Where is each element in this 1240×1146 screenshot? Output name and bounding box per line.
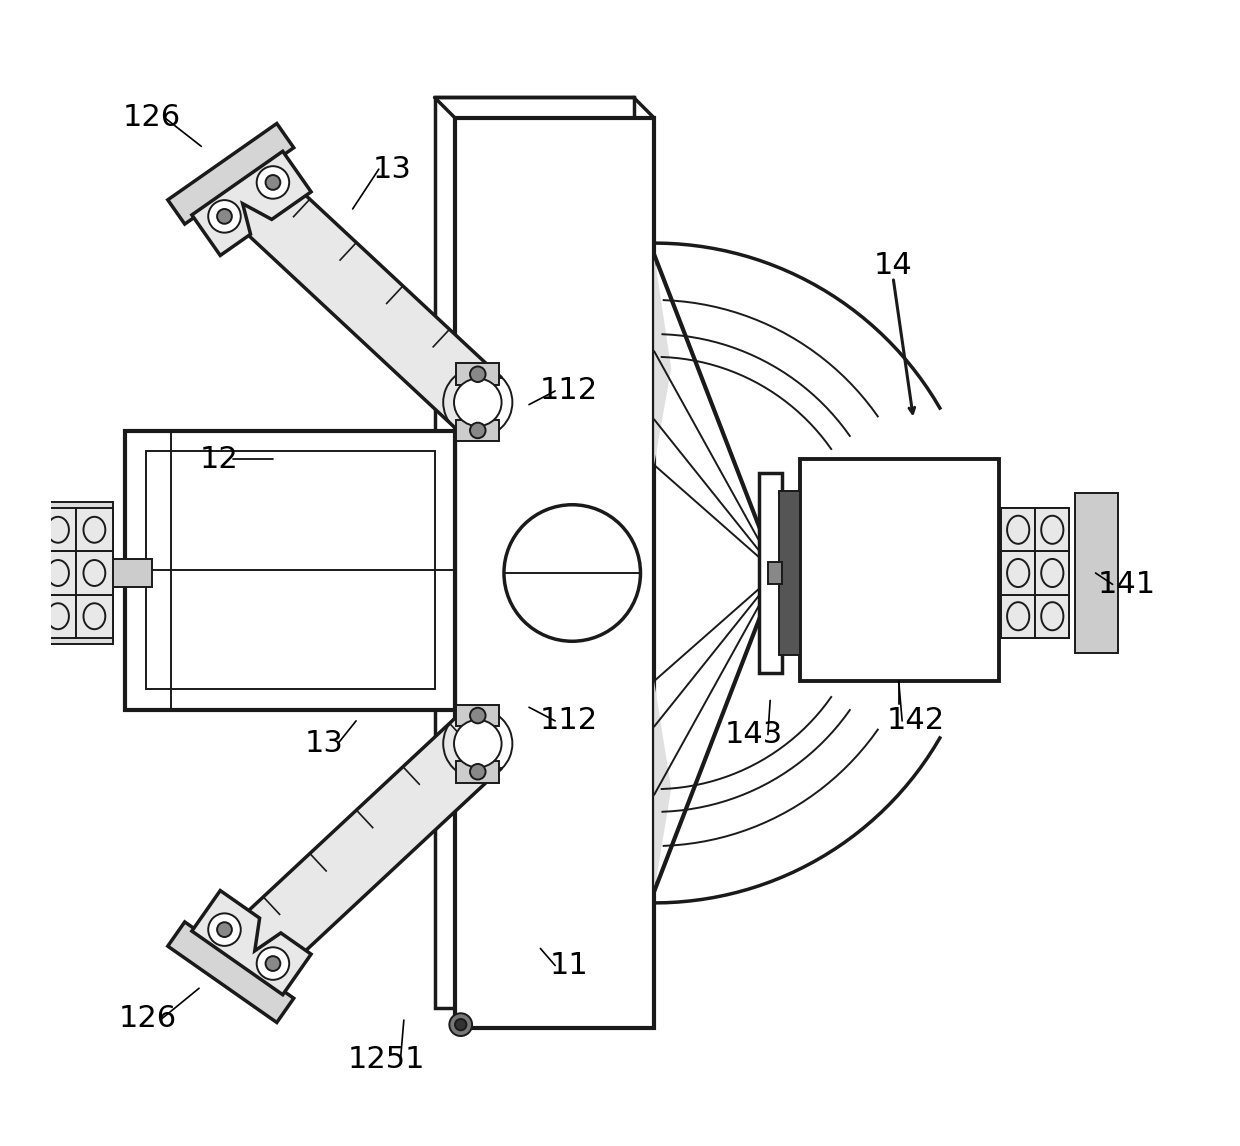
- Bar: [76, 595, 113, 638]
- Circle shape: [470, 708, 486, 723]
- Circle shape: [257, 948, 289, 980]
- Text: 14: 14: [874, 251, 913, 281]
- Polygon shape: [655, 681, 671, 892]
- Bar: [1035, 508, 1069, 551]
- Circle shape: [208, 913, 241, 945]
- Bar: [40, 595, 76, 638]
- Text: 126: 126: [123, 103, 180, 133]
- Bar: [76, 508, 113, 551]
- Text: 126: 126: [119, 1004, 177, 1034]
- Polygon shape: [167, 124, 294, 225]
- Text: 141: 141: [1097, 570, 1156, 599]
- Bar: [40, 508, 76, 551]
- Circle shape: [470, 764, 486, 779]
- Bar: [1035, 551, 1069, 595]
- Circle shape: [454, 720, 501, 768]
- Text: 1251: 1251: [348, 1045, 425, 1075]
- Bar: [1035, 595, 1069, 638]
- Text: 13: 13: [305, 729, 343, 759]
- Bar: [434, 97, 634, 1007]
- Bar: [125, 431, 455, 709]
- Circle shape: [455, 1019, 466, 1030]
- Circle shape: [257, 166, 289, 198]
- Bar: [768, 562, 781, 584]
- Text: 143: 143: [725, 720, 784, 749]
- Polygon shape: [655, 254, 671, 465]
- Text: 112: 112: [539, 377, 598, 406]
- Bar: [1075, 494, 1118, 652]
- Bar: [76, 551, 113, 595]
- Text: 112: 112: [539, 706, 598, 736]
- Bar: [145, 452, 434, 689]
- Text: 142: 142: [887, 706, 945, 736]
- Polygon shape: [205, 144, 501, 427]
- Bar: [800, 460, 999, 681]
- Bar: [40, 551, 76, 595]
- Bar: [759, 473, 781, 673]
- Bar: [456, 419, 500, 441]
- Circle shape: [470, 367, 486, 382]
- Bar: [95, 559, 153, 587]
- Circle shape: [217, 209, 232, 223]
- Polygon shape: [192, 151, 311, 256]
- Bar: [22, 502, 113, 644]
- Text: 11: 11: [549, 951, 588, 980]
- Bar: [456, 705, 500, 727]
- Bar: [1001, 508, 1069, 638]
- Circle shape: [265, 175, 280, 190]
- Bar: [1001, 595, 1035, 638]
- Circle shape: [470, 423, 486, 438]
- Bar: [456, 761, 500, 783]
- Bar: [1001, 551, 1035, 595]
- Bar: [455, 118, 655, 1028]
- Circle shape: [503, 504, 641, 642]
- Text: 13: 13: [373, 155, 412, 183]
- Text: 12: 12: [200, 445, 239, 473]
- Circle shape: [217, 923, 232, 937]
- Circle shape: [208, 201, 241, 233]
- Polygon shape: [192, 890, 311, 995]
- Bar: [779, 490, 800, 656]
- Circle shape: [454, 378, 501, 426]
- Circle shape: [449, 1013, 472, 1036]
- Bar: [999, 544, 1001, 602]
- Bar: [1001, 508, 1035, 551]
- Polygon shape: [205, 719, 501, 1002]
- Bar: [456, 363, 500, 385]
- Circle shape: [265, 956, 280, 971]
- Polygon shape: [167, 921, 294, 1022]
